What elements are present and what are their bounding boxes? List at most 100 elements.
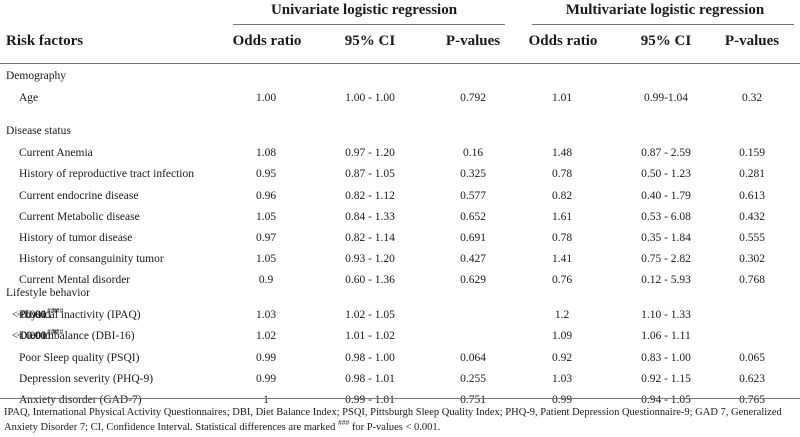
significance-mark: ### bbox=[47, 306, 59, 316]
significance-mark: ### bbox=[52, 327, 64, 337]
univariate-ci-value: 0.98 - 1.00 bbox=[345, 351, 395, 364]
multivariate-ci: 0.53 - 6.08 bbox=[616, 210, 716, 224]
multivariate-p-value-value: 0.302 bbox=[739, 253, 765, 266]
multivariate-p-value: 0.302 bbox=[712, 252, 792, 266]
univariate-odds-ratio-value: 0.97 bbox=[255, 232, 277, 244]
univariate-ci: 0.93 - 1.20 bbox=[320, 252, 420, 266]
multivariate-odds-ratio: 1.03 bbox=[532, 372, 592, 386]
multivariate-p-value-value: 0.555 bbox=[739, 232, 765, 244]
univariate-odds-ratio: 0.9 bbox=[236, 273, 296, 287]
univariate-ci: 0.82 - 1.12 bbox=[320, 189, 420, 203]
multivariate-ci-value: 0.40 - 1.79 bbox=[641, 189, 691, 202]
univariate-ci-value: 0.87 - 1.05 bbox=[345, 168, 395, 181]
univariate-ci-value: 1.02 - 1.05 bbox=[345, 309, 395, 322]
multivariate-p-value-value: 0.32 bbox=[741, 92, 763, 105]
multivariate-ci-value: 1.10 - 1.33 bbox=[641, 309, 691, 322]
multivariate-ci-value: 0.53 - 6.08 bbox=[641, 210, 691, 223]
univariate-odds-ratio-value: 1.08 bbox=[255, 147, 277, 160]
univariate-p-value-value: 0.325 bbox=[460, 168, 486, 181]
multivariate-p-value-value: 0.613 bbox=[739, 189, 765, 202]
univariate-p-value: 0.792 bbox=[438, 91, 508, 105]
multivariate-ci: 0.94 - 1.05 bbox=[616, 393, 716, 407]
univariate-odds-ratio: 0.97 bbox=[236, 231, 296, 245]
multivariate-odds-ratio: 1.09 bbox=[532, 329, 592, 343]
multivariate-ci: 1.06 - 1.11 bbox=[616, 329, 716, 343]
univariate-p-value: 0.629 bbox=[438, 273, 508, 287]
univariate-ci: 1.01 - 1.02 bbox=[320, 329, 420, 343]
multivariate-p-value: 0.159 bbox=[712, 146, 792, 160]
multivariate-ci: 0.83 - 1.00 bbox=[616, 351, 716, 365]
multivariate-ci: 0.92 - 1.15 bbox=[616, 372, 716, 386]
multivariate-ci: 1.10 - 1.33 bbox=[616, 308, 716, 322]
multivariate-ci: 0.99-1.04 bbox=[616, 91, 716, 105]
univariate-ci-value: 0.60 - 1.36 bbox=[345, 274, 395, 287]
univariate-odds-ratio: 1.05 bbox=[236, 252, 296, 266]
univariate-p-header: P-values bbox=[445, 33, 501, 49]
univariate-p-value-value: 0.064 bbox=[460, 351, 486, 364]
univariate-ci-value: 1.00 - 1.00 bbox=[345, 92, 395, 105]
univariate-odds-ratio: 1.05 bbox=[236, 210, 296, 224]
multivariate-odds-ratio-value: 1.41 bbox=[551, 253, 573, 266]
univariate-p-value-value: 0.751 bbox=[460, 394, 486, 406]
row-label: Anxiety disorder (GAD-7) bbox=[19, 394, 142, 406]
univariate-odds-ratio-value: 0.9 bbox=[258, 274, 274, 287]
univariate-odds-ratio-value: 1.02 bbox=[255, 330, 277, 343]
multivariate-odds-ratio: 0.78 bbox=[532, 231, 592, 245]
univariate-odds-ratio: 0.99 bbox=[236, 372, 296, 386]
section-title: Disease status bbox=[6, 125, 71, 137]
multivariate-ci: 0.87 - 2.59 bbox=[616, 146, 716, 160]
row-label: Diet imbalance (DBI-16) bbox=[19, 330, 135, 343]
univariate-p-value: 0.691 bbox=[438, 231, 508, 245]
univariate-p-value: 0.064 bbox=[438, 351, 508, 365]
multivariate-p-value: 0.555 bbox=[712, 231, 792, 245]
multivariate-ci-value: 0.35 - 1.84 bbox=[641, 232, 691, 244]
multivariate-odds-ratio-value: 0.99 bbox=[551, 394, 573, 406]
univariate-ci: 0.98 - 1.00 bbox=[320, 351, 420, 365]
univariate-p-value: 0.255 bbox=[438, 372, 508, 386]
univariate-group-header: Univariate logistic regression bbox=[270, 2, 458, 18]
multivariate-p-value: 0.613 bbox=[712, 189, 792, 203]
multivariate-ci: 0.40 - 1.79 bbox=[616, 189, 716, 203]
multivariate-ci-value: 0.75 - 2.82 bbox=[641, 253, 691, 266]
risk-factors-header: Risk factors bbox=[6, 33, 84, 49]
row-label: History of consanguinity tumor bbox=[19, 253, 164, 266]
univariate-ci: 1.02 - 1.05 bbox=[320, 308, 420, 322]
multivariate-p-value: 0.765 bbox=[712, 393, 792, 407]
univariate-odds-ratio: 1.08 bbox=[236, 146, 296, 160]
univariate-odds-ratio-value: 1.00 bbox=[255, 92, 277, 105]
multivariate-odds-ratio-value: 1.03 bbox=[551, 372, 573, 385]
univariate-ci-header: 95% CI bbox=[344, 33, 396, 49]
multivariate-p-value-value: 0.623 bbox=[739, 372, 765, 385]
multivariate-p-value-value: 0.768 bbox=[739, 274, 765, 287]
multivariate-ci: 0.50 - 1.23 bbox=[616, 167, 716, 181]
univariate-ci: 0.99 - 1.01 bbox=[320, 393, 420, 407]
univariate-odds-ratio-value: 0.99 bbox=[255, 351, 277, 364]
multivariate-p-value-value: 0.432 bbox=[739, 210, 765, 223]
univariate-odds-ratio-value: 1.05 bbox=[255, 210, 277, 223]
row-label: Poor Sleep quality (PSQI) bbox=[19, 351, 140, 364]
univariate-ci: 0.97 - 1.20 bbox=[320, 146, 420, 160]
univariate-ci: 0.82 - 1.14 bbox=[320, 231, 420, 245]
univariate-p-value-value: 0.16 bbox=[462, 147, 484, 160]
footnote-mark: ### bbox=[337, 418, 350, 427]
univariate-odds-ratio: 1.02 bbox=[236, 329, 296, 343]
multivariate-odds-ratio: 0.78 bbox=[532, 167, 592, 181]
row-label: Current Anemia bbox=[19, 147, 93, 160]
multivariate-ci: 0.75 - 2.82 bbox=[616, 252, 716, 266]
univariate-odds-ratio: 0.99 bbox=[236, 351, 296, 365]
significance-mark: ### bbox=[52, 306, 64, 316]
row-label: History of reproductive tract infection bbox=[19, 168, 194, 181]
univariate-odds-ratio-value: 1 bbox=[263, 394, 269, 406]
univariate-p-value: 0.652 bbox=[438, 210, 508, 224]
univariate-p-value-value: 0.629 bbox=[460, 274, 486, 287]
univariate-ci: 0.60 - 1.36 bbox=[320, 273, 420, 287]
univariate-ci-value: 0.82 - 1.14 bbox=[345, 232, 395, 244]
univariate-p-value-value: 0.427 bbox=[460, 253, 486, 266]
row-label: Physical inactivity (IPAQ) bbox=[19, 309, 141, 322]
row-label: Current Metabolic disease bbox=[19, 210, 140, 223]
multivariate-odds-ratio: 0.82 bbox=[532, 189, 592, 203]
multivariate-p-value-value: 0.065 bbox=[739, 351, 765, 364]
univariate-odds-ratio-value: 0.99 bbox=[255, 372, 277, 385]
multivariate-ci-value: 0.99-1.04 bbox=[643, 92, 689, 105]
group-underline-right bbox=[532, 24, 794, 25]
